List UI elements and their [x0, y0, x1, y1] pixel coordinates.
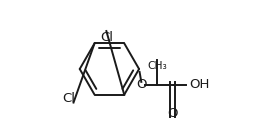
Text: OH: OH — [189, 78, 210, 91]
Text: Cl: Cl — [100, 31, 113, 44]
Text: CH₃: CH₃ — [148, 61, 167, 71]
Text: Cl: Cl — [62, 92, 75, 105]
Text: O: O — [136, 78, 147, 91]
Text: O: O — [168, 107, 178, 120]
